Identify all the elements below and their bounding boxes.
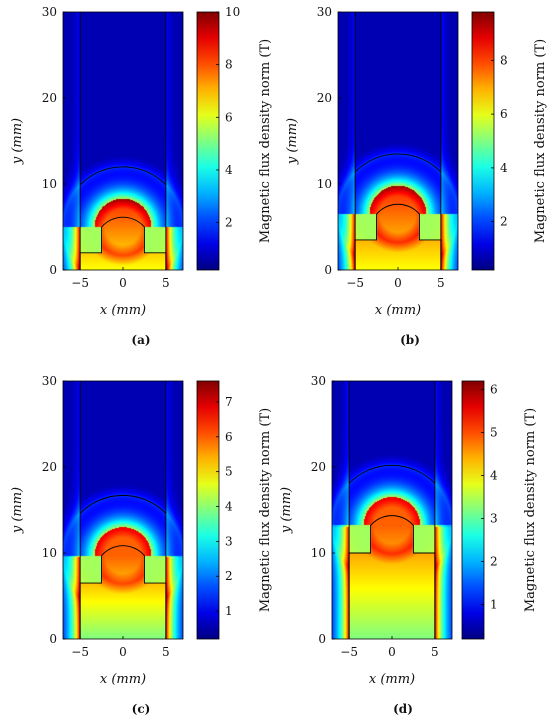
colorbar bbox=[196, 11, 220, 271]
colorbar-tick-label: 6 bbox=[225, 430, 233, 444]
y-tick-label: 20 bbox=[311, 460, 326, 474]
x-tick-label: 0 bbox=[394, 276, 402, 290]
colorbar-tick-label: 5 bbox=[490, 426, 498, 440]
y-axis-label: y (mm) bbox=[10, 487, 25, 534]
pole-outline bbox=[354, 203, 442, 270]
colorbar-tick-label: 4 bbox=[225, 500, 233, 514]
colorbar-label: Magnetic flux density norm (T) bbox=[523, 408, 538, 612]
y-tick-label: 20 bbox=[42, 460, 57, 474]
pole-outline bbox=[79, 545, 167, 639]
y-tick-label: 10 bbox=[42, 177, 57, 191]
colorbar-tick-label: 7 bbox=[225, 395, 233, 409]
flux-heatmap bbox=[63, 12, 183, 270]
x-tick-label: −5 bbox=[340, 645, 358, 659]
y-tick-label: 30 bbox=[42, 5, 57, 19]
colorbar-tick-label: 2 bbox=[225, 216, 233, 230]
y-tick-label: 30 bbox=[311, 374, 326, 388]
x-tick-label: 5 bbox=[437, 276, 445, 290]
colorbar-tick-label: 6 bbox=[500, 107, 508, 121]
panel-caption: (a) bbox=[131, 333, 150, 347]
y-tick-label: 20 bbox=[317, 91, 332, 105]
x-tick-label: 5 bbox=[162, 276, 170, 290]
y-tick-label: 0 bbox=[318, 632, 326, 646]
boundary-arc bbox=[348, 464, 436, 484]
x-tick-label: −5 bbox=[71, 276, 89, 290]
panel-b: −5 0 5 0 10 20 30 x (mm) y (mm) 2 4 6 8 Magnetic flux… bbox=[285, 5, 548, 347]
y-tick-label: 0 bbox=[324, 263, 332, 277]
colorbar-tick-label: 4 bbox=[490, 469, 498, 483]
x-tick-label: −5 bbox=[71, 645, 89, 659]
flux-heatmap bbox=[338, 12, 458, 270]
x-tick-label: 0 bbox=[388, 645, 396, 659]
pole-outline bbox=[348, 515, 436, 639]
x-tick-label: 0 bbox=[119, 276, 127, 290]
colorbar-tick-label: 6 bbox=[490, 383, 498, 397]
colorbar-tick-label: 5 bbox=[225, 465, 233, 479]
panel-caption: (c) bbox=[132, 702, 151, 716]
colorbar-tick-label: 3 bbox=[490, 512, 498, 526]
y-tick-label: 0 bbox=[49, 263, 57, 277]
colorbar-tick-label: 8 bbox=[500, 53, 508, 67]
panel-caption: (d) bbox=[393, 702, 413, 716]
y-axis-label: y (mm) bbox=[279, 487, 294, 534]
x-tick-label: −5 bbox=[346, 276, 364, 290]
y-tick-label: 30 bbox=[317, 5, 332, 19]
x-axis-label: x (mm) bbox=[369, 672, 415, 687]
colorbar-tick-label: 8 bbox=[225, 58, 233, 72]
panel-a: −5 0 5 0 10 20 30 x (mm) y (mm) 2 4 6 8 10 Magnetic fl… bbox=[10, 5, 273, 347]
colorbar bbox=[196, 380, 220, 640]
panel-c: −5 0 5 0 10 20 30 x (mm) y (mm) 1 2 3 4 5 6 7 Magnetic f… bbox=[10, 374, 273, 716]
flux-heatmap bbox=[63, 381, 183, 639]
boundary-arc bbox=[79, 166, 167, 186]
x-axis-label: x (mm) bbox=[100, 303, 146, 318]
colorbar-tick-label: 2 bbox=[500, 215, 508, 229]
colorbar-tick-label: 6 bbox=[225, 110, 233, 124]
panel-d: −5 0 5 0 10 20 30 x (mm) y (mm) 1 2 3 4 5 6 Magnetic fl… bbox=[279, 374, 538, 716]
colorbar-tick-label: 4 bbox=[500, 161, 508, 175]
colorbar-label: Magnetic flux density norm (T) bbox=[258, 408, 273, 612]
x-tick-label: 5 bbox=[162, 645, 170, 659]
y-tick-label: 0 bbox=[49, 632, 57, 646]
y-tick-label: 30 bbox=[42, 374, 57, 388]
x-tick-label: 0 bbox=[119, 645, 127, 659]
panel-caption: (b) bbox=[400, 333, 420, 347]
y-tick-label: 10 bbox=[42, 546, 57, 560]
colorbar-label: Magnetic flux density norm (T) bbox=[533, 39, 548, 243]
pole-outline bbox=[79, 216, 167, 270]
colorbar-tick-label: 4 bbox=[225, 163, 233, 177]
y-tick-label: 20 bbox=[42, 91, 57, 105]
boundary-arc bbox=[354, 153, 442, 173]
y-axis-label: y (mm) bbox=[10, 118, 25, 165]
colorbar bbox=[461, 380, 485, 640]
colorbar-tick-label: 1 bbox=[490, 598, 498, 612]
flux-heatmap bbox=[332, 381, 452, 639]
colorbar bbox=[471, 11, 495, 271]
colorbar-label: Magnetic flux density norm (T) bbox=[258, 39, 273, 243]
colorbar-tick-label: 1 bbox=[225, 604, 233, 618]
y-axis-label: y (mm) bbox=[285, 118, 300, 165]
x-axis-label: x (mm) bbox=[375, 303, 421, 318]
colorbar-tick-label: 2 bbox=[225, 569, 233, 583]
colorbar-tick-label: 2 bbox=[490, 555, 498, 569]
y-tick-label: 10 bbox=[311, 546, 326, 560]
boundary-arc bbox=[79, 495, 167, 514]
y-tick-label: 10 bbox=[317, 177, 332, 191]
x-tick-label: 5 bbox=[431, 645, 439, 659]
x-axis-label: x (mm) bbox=[100, 672, 146, 687]
colorbar-tick-label: 10 bbox=[225, 5, 240, 19]
colorbar-tick-label: 3 bbox=[225, 534, 233, 548]
